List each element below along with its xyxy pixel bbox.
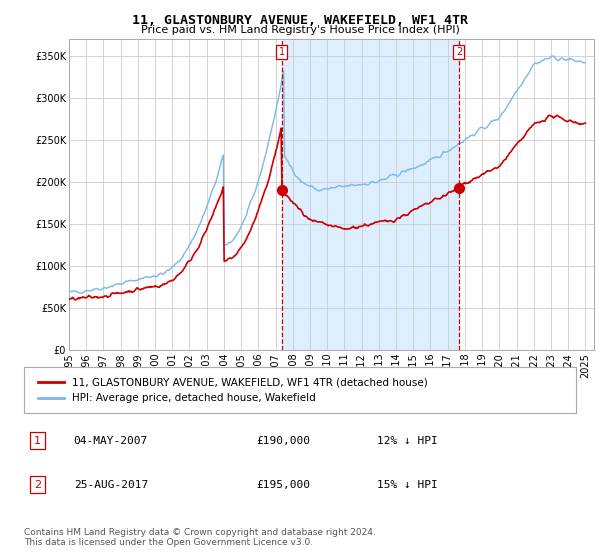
Text: Contains HM Land Registry data © Crown copyright and database right 2024.
This d: Contains HM Land Registry data © Crown c… (24, 528, 376, 547)
Text: 2: 2 (34, 479, 41, 489)
Text: 04-MAY-2007: 04-MAY-2007 (74, 436, 148, 446)
Text: 1: 1 (278, 47, 284, 57)
Text: 25-AUG-2017: 25-AUG-2017 (74, 479, 148, 489)
Text: 15% ↓ HPI: 15% ↓ HPI (377, 479, 438, 489)
Text: 1: 1 (34, 436, 41, 446)
Text: 11, GLASTONBURY AVENUE, WAKEFIELD, WF1 4TR: 11, GLASTONBURY AVENUE, WAKEFIELD, WF1 4… (132, 14, 468, 27)
Legend: 11, GLASTONBURY AVENUE, WAKEFIELD, WF1 4TR (detached house), HPI: Average price,: 11, GLASTONBURY AVENUE, WAKEFIELD, WF1 4… (35, 374, 431, 407)
Text: £195,000: £195,000 (256, 479, 310, 489)
Text: Price paid vs. HM Land Registry's House Price Index (HPI): Price paid vs. HM Land Registry's House … (140, 25, 460, 35)
Text: 2: 2 (456, 47, 462, 57)
Text: 12% ↓ HPI: 12% ↓ HPI (377, 436, 438, 446)
Text: £190,000: £190,000 (256, 436, 310, 446)
Bar (281, 39, 459, 350)
